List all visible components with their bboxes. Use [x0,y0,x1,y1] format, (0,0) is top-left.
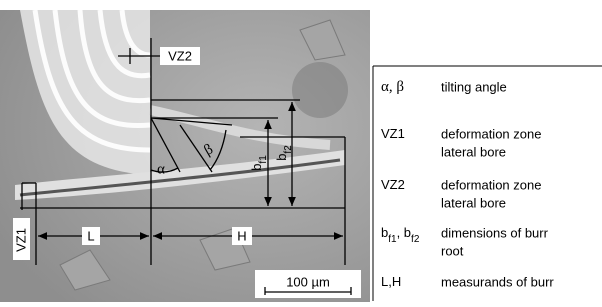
legend-term: VZ2 [381,177,405,192]
legend-description: measurands of burr [441,274,554,289]
scale-label: 100 µm [286,274,330,289]
label: α [157,161,165,177]
legend-table: α, β tilting angle VZ1 deformation zone late… [373,66,602,301]
legend-description: root [441,243,464,258]
subscript: f1 [258,155,269,164]
figure: VZ2 α β bf1 bf2 VZ1 L H 100 µm α, βtilti… [0,0,602,302]
legend-description: lateral bore [441,144,506,159]
legend-term: bf1, bf2 [381,225,420,245]
text-segment: L,H [381,274,401,289]
text-segment: b [381,225,388,240]
legend-term: L,H [381,274,401,289]
subscript: f2 [283,145,294,154]
legend-term: VZ1 [381,126,405,141]
text-segment: α, β [381,79,404,95]
text-segment: b [274,154,289,161]
text-segment: VZ1 [381,126,405,141]
label: VZ2 [168,48,192,63]
label: H [237,228,246,243]
text-segment: b [249,164,264,171]
label: VZ1 [13,228,28,252]
subscript: f2 [411,234,420,245]
legend-description: lateral bore [441,195,506,210]
legend-description: deformation zone [441,177,541,192]
text-segment: VZ2 [381,177,405,192]
text-segment: , b [397,225,411,240]
legend-term: α, β [381,79,404,95]
label: L [87,228,94,243]
legend-description: tilting angle [441,79,507,94]
legend-description: deformation zone [441,126,541,141]
legend-description: dimensions of burr [441,225,549,240]
